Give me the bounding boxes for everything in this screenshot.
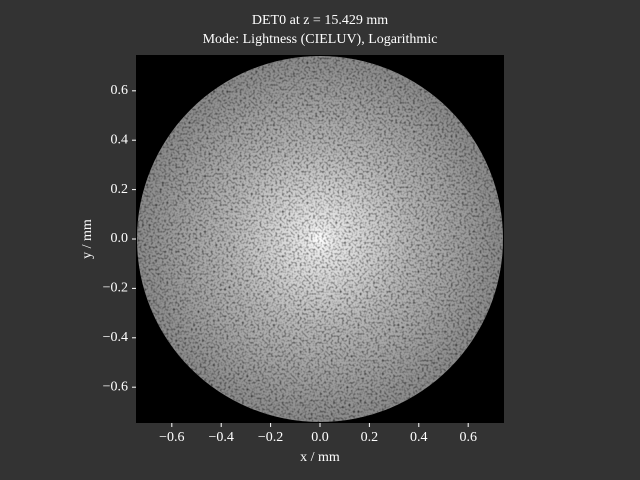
x-tick-label: 0.0 bbox=[311, 430, 329, 445]
y-tick-label: −0.4 bbox=[103, 330, 128, 345]
x-tick-label: −0.4 bbox=[209, 430, 234, 445]
y-tick-label: 0.4 bbox=[111, 132, 129, 147]
x-tick-label: −0.2 bbox=[258, 430, 283, 445]
beam-spot bbox=[137, 56, 503, 422]
x-tick-label: 0.4 bbox=[410, 430, 428, 445]
x-tick-label: −0.6 bbox=[159, 430, 184, 445]
x-tick-label: 0.2 bbox=[361, 430, 379, 445]
x-axis-label: x / mm bbox=[300, 450, 340, 465]
y-tick-label: 0.6 bbox=[111, 83, 129, 98]
y-axis-label: y / mm bbox=[80, 219, 95, 259]
plot-area bbox=[136, 55, 504, 423]
chart-title: DET0 at z = 15.429 mm bbox=[252, 13, 388, 28]
y-tick-label: 0.0 bbox=[111, 231, 129, 246]
chart-subtitle: Mode: Lightness (CIELUV), Logarithmic bbox=[203, 32, 438, 47]
y-tick-label: −0.6 bbox=[103, 379, 128, 394]
x-tick-label: 0.6 bbox=[459, 430, 477, 445]
y-tick-label: 0.2 bbox=[111, 182, 129, 197]
y-tick-label: −0.2 bbox=[103, 281, 128, 296]
